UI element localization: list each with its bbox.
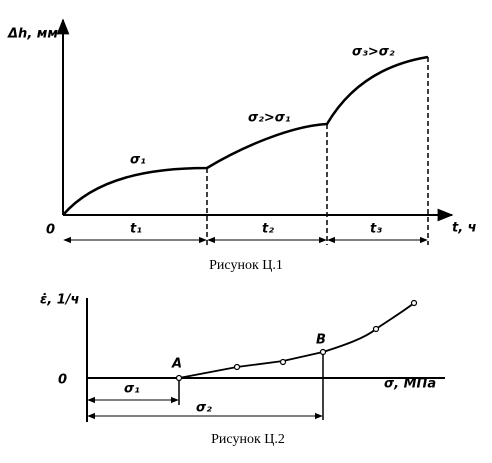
interval-label: t₁ — [130, 222, 142, 237]
caption: Рисунок Ц.2 — [211, 432, 285, 447]
origin-label: 0 — [58, 373, 67, 388]
point-label: B — [316, 333, 326, 348]
x-label: σ, МПа — [384, 377, 436, 392]
stress-label: σ₂>σ₁ — [248, 111, 291, 126]
interval-label: t₃ — [370, 222, 382, 237]
point-label: A — [171, 357, 182, 372]
point — [233, 363, 241, 371]
point — [319, 348, 327, 356]
point — [410, 299, 418, 307]
stress-label: σ₁ — [130, 153, 146, 168]
dimension-label: σ₂ — [196, 401, 212, 416]
figure-2: ε̇, 1/ч 0 σ, МПа A B σ₁ σ₂ Рисунок Ц.2 — [40, 293, 445, 447]
figure-1: Δh, мм 0 t, ч t₁ t₂ t₃ σ₁ σ₂>σ₁ σ₃>σ₂ Ри… — [7, 18, 477, 273]
caption: Рисунок Ц.1 — [209, 258, 283, 273]
curve — [178, 302, 415, 379]
point — [175, 374, 183, 382]
interval-label: t₂ — [262, 222, 274, 237]
x-label: t, ч — [452, 221, 477, 236]
point — [279, 358, 287, 366]
curve — [62, 55, 429, 216]
dimension-label: σ₁ — [124, 382, 140, 397]
point — [372, 325, 380, 333]
stress-label: σ₃>σ₂ — [352, 45, 395, 60]
y-label: ε̇, 1/ч — [40, 293, 79, 308]
y-label: Δh, мм — [7, 27, 58, 42]
origin-label: 0 — [46, 223, 55, 238]
